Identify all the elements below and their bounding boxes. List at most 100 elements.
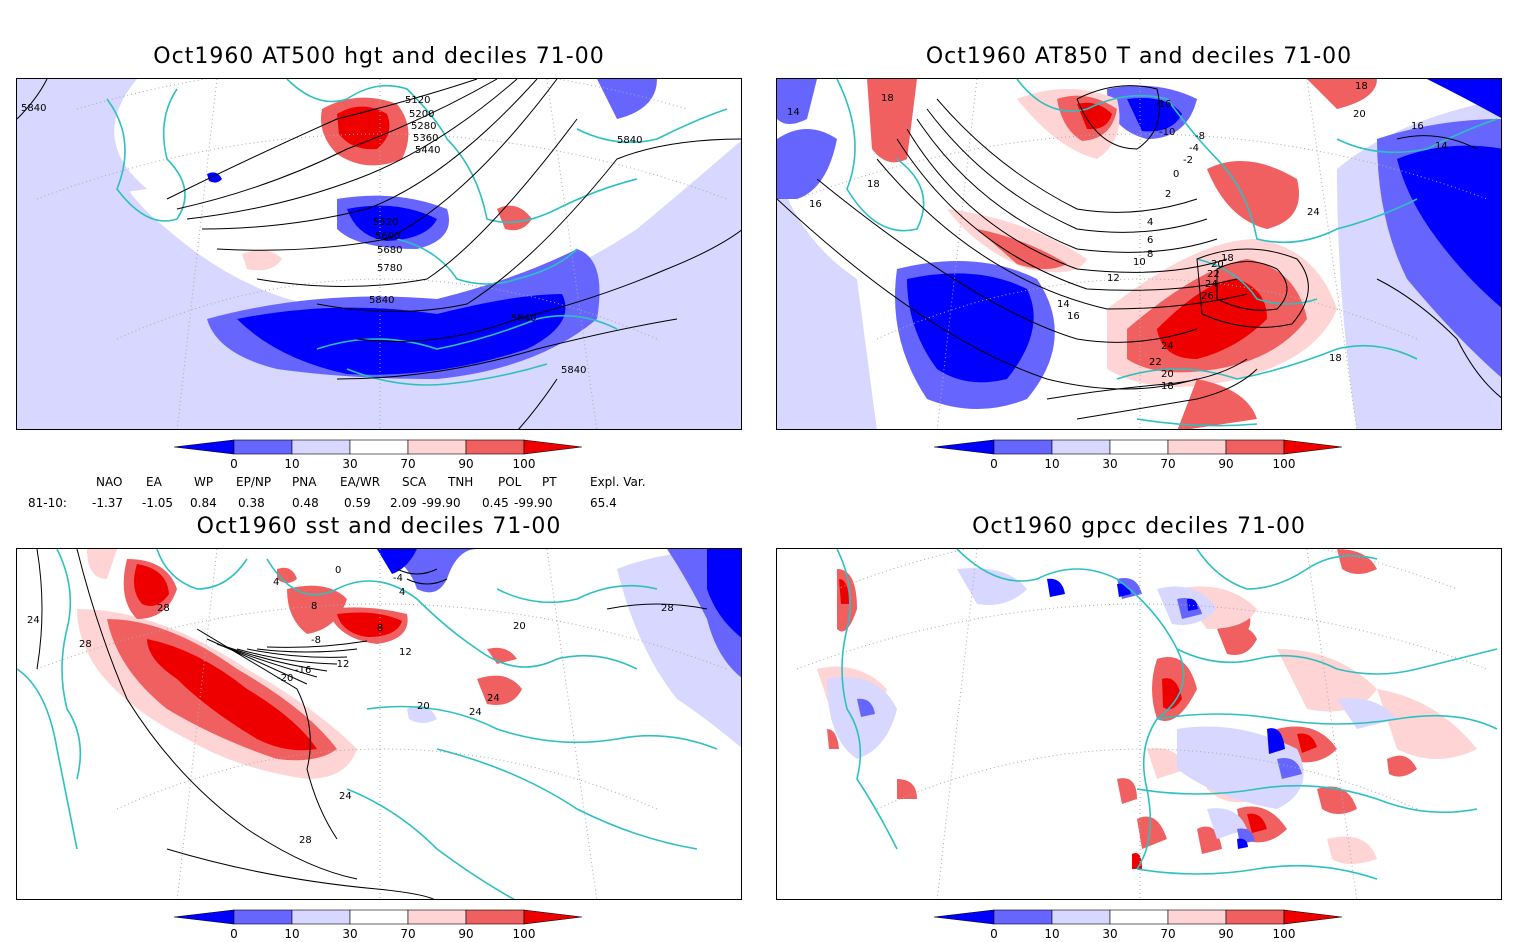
contour-label: 14 xyxy=(1435,141,1448,152)
colorbar-swatch xyxy=(1283,439,1343,455)
contour-label: 18 xyxy=(867,179,880,190)
index-header: EP/NP xyxy=(236,475,272,489)
contour-label: 5780 xyxy=(377,263,402,274)
contour-label: 18 xyxy=(1355,81,1368,92)
colorbar-tick-label: 90 xyxy=(458,927,473,941)
map-panel-gpcc xyxy=(776,548,1502,900)
colorbar-graphic: 0 10 30 70 90 100 xyxy=(934,439,1343,471)
contour-label: -2 xyxy=(1183,155,1193,166)
colorbar-tick-label: 0 xyxy=(230,457,238,471)
contour-label: 24 xyxy=(27,615,40,626)
contour-label: 18 xyxy=(881,93,894,104)
colorbar-tick-label: 10 xyxy=(284,457,299,471)
contour-label: -8 xyxy=(1195,131,1205,142)
contour-label: 2 xyxy=(1165,189,1171,200)
colorbar-swatch xyxy=(1283,909,1343,925)
colorbar-swatch xyxy=(934,909,995,925)
contour-label: -4 xyxy=(393,573,403,584)
contour-label: 5280 xyxy=(411,121,436,132)
colorbar-tick-label: 10 xyxy=(1044,457,1059,471)
colorbar-tick-label: 30 xyxy=(342,927,357,941)
contour-label: 18 xyxy=(1329,353,1342,364)
colorbar-swatch xyxy=(1225,439,1285,455)
colorbar-swatch xyxy=(993,439,1053,455)
contour-label: -12 xyxy=(333,659,349,670)
contour-label: 24 xyxy=(339,791,352,802)
colorbar-swatch xyxy=(465,909,525,925)
colorbar-tick-label: 90 xyxy=(458,457,473,471)
index-value: 0.84 xyxy=(190,496,217,510)
index-value: 65.4 xyxy=(590,496,617,510)
colorbar-swatch xyxy=(349,439,409,455)
index-value: 0.48 xyxy=(292,496,319,510)
colorbar-tick-label: 90 xyxy=(1218,927,1233,941)
colorbar-swatch xyxy=(233,439,293,455)
contour-label: 10 xyxy=(1133,257,1146,268)
index-header: POL xyxy=(498,475,522,489)
map-panel-sst: 24 28 28 4 0 -4 4 8 8 -8 -12 -16 -20 12 … xyxy=(16,548,742,900)
contour-label: 8 xyxy=(1147,249,1153,260)
contour-label: 5120 xyxy=(405,95,430,106)
contour-label: 18 xyxy=(1161,381,1174,392)
colorbar-swatch xyxy=(523,439,583,455)
contour-label: -20 xyxy=(277,673,293,684)
teleconnection-indices: NAO EA WP EP/NP PNA EA/WR SCA TNH POL PT… xyxy=(28,475,728,513)
colorbar-tick-label: 100 xyxy=(513,457,536,471)
index-header: PT xyxy=(542,475,557,489)
colorbar-graphic: 0 10 30 70 90 100 xyxy=(934,909,1343,941)
colorbar-graphic: 0 10 30 70 90 100 xyxy=(174,439,583,471)
colorbar-swatch xyxy=(1109,439,1169,455)
index-header: TNH xyxy=(448,475,474,489)
contour-label: 14 xyxy=(787,107,800,118)
contour-label: 5840 xyxy=(21,103,46,114)
index-row-label: 81-10: xyxy=(28,496,67,510)
index-header: PNA xyxy=(292,475,317,489)
panel-title-t850: Oct1960 AT850 T and deciles 71-00 xyxy=(925,44,1353,69)
contour-label: 20 xyxy=(1353,109,1366,120)
contour-label: 5840 xyxy=(369,295,394,306)
colorbar-swatch xyxy=(934,439,995,455)
colorbar-swatch xyxy=(1167,909,1227,925)
contour-label: 5600 xyxy=(375,231,400,242)
contour-label: 24 xyxy=(1161,341,1174,352)
contour-label: 14 xyxy=(1057,299,1070,310)
colorbar-gpcc: 0 10 30 70 90 100 xyxy=(934,908,1354,942)
contour-label: 5440 xyxy=(415,145,440,156)
contour-label: 20 xyxy=(417,701,430,712)
colorbar-swatch xyxy=(1225,909,1285,925)
contour-label: 5840 xyxy=(511,313,536,324)
decile-shade-0 xyxy=(237,294,566,375)
colorbar-sst: 0 10 30 70 90 100 xyxy=(174,908,594,942)
contour-label: 4 xyxy=(273,577,279,588)
contour-label: 18 xyxy=(1221,253,1234,264)
index-value: -1.37 xyxy=(92,496,124,510)
map-panel-t850: 14 18 16 -16 -10 -8 -4 -2 0 2 4 6 8 10 1… xyxy=(776,78,1502,430)
colorbar-swatch xyxy=(291,909,351,925)
index-value: -1.05 xyxy=(142,496,174,510)
map-panel-hgt500: 5840 5120 5200 5280 5360 5440 5520 5600 … xyxy=(16,78,742,430)
colorbar-tick-label: 10 xyxy=(1044,927,1059,941)
colorbar-tick-label: 70 xyxy=(1160,457,1175,471)
colorbar-t850: 0 10 30 70 90 100 xyxy=(934,438,1354,472)
colorbar-graphic: 0 10 30 70 90 100 xyxy=(174,909,583,941)
colorbar-swatch xyxy=(1051,909,1111,925)
contour-label: 24 xyxy=(1307,207,1320,218)
colorbar-hgt500: 0 10 30 70 90 100 xyxy=(174,438,594,472)
colorbar-tick-label: 100 xyxy=(513,927,536,941)
colorbar-tick-label: 70 xyxy=(400,457,415,471)
contour-label: 16 xyxy=(1411,121,1424,132)
contour-label: 5200 xyxy=(409,109,434,120)
contour-label: 0 xyxy=(335,565,341,576)
index-header: NAO xyxy=(96,475,123,489)
contour-label: 5360 xyxy=(413,133,438,144)
contour-label: 24 xyxy=(469,707,482,718)
index-header: EA/WR xyxy=(340,475,381,489)
contour-label: 0 xyxy=(1173,169,1179,180)
index-header: WP xyxy=(194,475,214,489)
contour-label: 4 xyxy=(399,587,405,598)
contour-label: 24 xyxy=(1205,279,1218,290)
colorbar-swatch xyxy=(407,909,467,925)
contour-label: 8 xyxy=(377,623,383,634)
panel-title-hgt500: Oct1960 AT500 hgt and deciles 71-00 xyxy=(153,44,605,69)
index-header: EA xyxy=(146,475,162,489)
